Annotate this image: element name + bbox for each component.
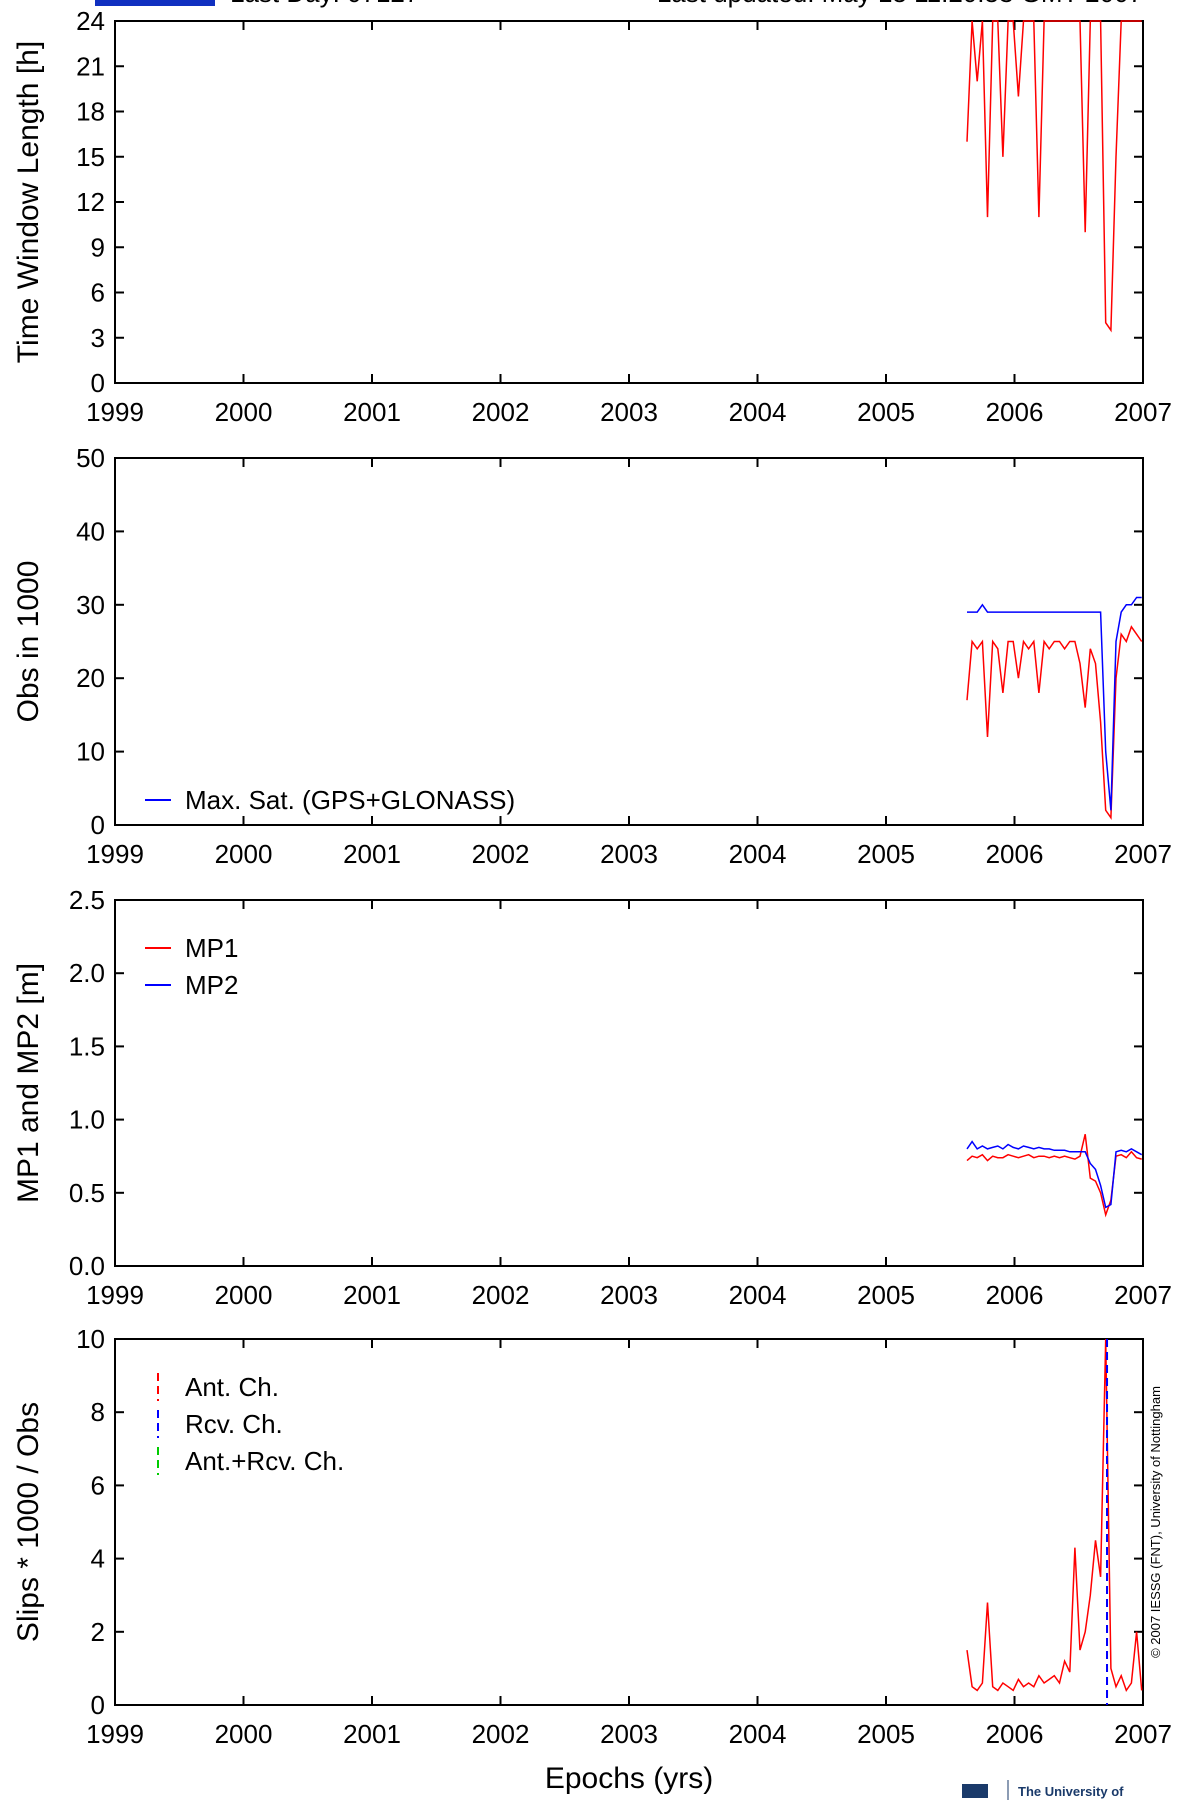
y-tick-label: 2.5 — [69, 885, 105, 915]
y-axis-label: Slips * 1000 / Obs — [12, 1402, 45, 1642]
x-tick-label: 2007 — [1114, 1719, 1172, 1749]
logo-box — [95, 0, 215, 6]
x-tick-label: 2000 — [215, 839, 273, 869]
series-line — [966, 20, 1142, 333]
x-tick-label: 2003 — [600, 397, 658, 427]
copyright: © 2007 IESSG (FNT), University of Nottin… — [1148, 1386, 1163, 1658]
y-tick-label: 40 — [76, 516, 105, 546]
y-tick-label: 20 — [76, 663, 105, 693]
x-tick-label: 2001 — [343, 397, 401, 427]
y-tick-label: 12 — [76, 187, 105, 217]
x-tick-label: 2000 — [215, 1280, 273, 1310]
y-tick-label: 15 — [76, 142, 105, 172]
y-tick-label: 2 — [91, 1617, 105, 1647]
x-tick-label: 2001 — [343, 1719, 401, 1749]
plot-frame — [114, 899, 1144, 1267]
series-line — [966, 1338, 1143, 1693]
x-tick-label: 1999 — [86, 1719, 144, 1749]
x-tick-label: 2001 — [343, 839, 401, 869]
y-tick-label: 10 — [76, 1324, 105, 1354]
x-tick-label: 2007 — [1114, 839, 1172, 869]
x-tick-label: 2000 — [215, 1719, 273, 1749]
y-tick-label: 6 — [91, 278, 105, 308]
x-tick-label: 2003 — [600, 1280, 658, 1310]
x-tick-label: 2006 — [986, 397, 1044, 427]
x-tick-label: 2007 — [1114, 1280, 1172, 1310]
series-line — [966, 1140, 1143, 1209]
y-tick-label: 0.0 — [69, 1251, 105, 1281]
last-day: Last Day: 07127 — [230, 0, 419, 8]
x-tick-label: 2004 — [729, 1719, 787, 1749]
y-tick-label: 3 — [91, 323, 105, 353]
x-tick-label: 2004 — [729, 839, 787, 869]
y-tick-label: 10 — [76, 737, 105, 767]
y-tick-label: 2.0 — [69, 958, 105, 988]
y-tick-label: 8 — [91, 1397, 105, 1427]
x-tick-label: 2004 — [729, 1280, 787, 1310]
x-tick-label: 2007 — [1114, 397, 1172, 427]
y-axis-label: Obs in 1000 — [12, 561, 45, 723]
y-tick-label: 9 — [91, 232, 105, 262]
x-tick-label: 1999 — [86, 397, 144, 427]
x-axis-label: Epochs (yrs) — [545, 1762, 713, 1795]
y-tick-label: 50 — [76, 443, 105, 473]
y-tick-label: 24 — [76, 6, 105, 36]
x-tick-label: 1999 — [86, 839, 144, 869]
legend-label: MP2 — [185, 970, 238, 1000]
y-tick-label: 30 — [76, 590, 105, 620]
x-tick-label: 2005 — [857, 1280, 915, 1310]
x-tick-label: 2002 — [472, 839, 530, 869]
y-axis-label: Time Window Length [h] — [12, 41, 45, 363]
x-tick-label: 2002 — [472, 1719, 530, 1749]
x-tick-label: 2001 — [343, 1280, 401, 1310]
x-tick-label: 2004 — [729, 397, 787, 427]
legend-label: Ant.+Rcv. Ch. — [185, 1446, 344, 1476]
university-name: The University of — [1018, 1784, 1124, 1799]
y-tick-label: 21 — [76, 51, 105, 81]
y-tick-label: 0.5 — [69, 1178, 105, 1208]
university-logo — [962, 1784, 988, 1798]
y-axis-label: MP1 and MP2 [m] — [12, 963, 45, 1203]
series-line — [966, 1134, 1142, 1218]
x-tick-label: 2003 — [600, 1719, 658, 1749]
legend-label: MP1 — [185, 933, 238, 963]
plot-frame — [114, 457, 1144, 826]
plot-frame — [114, 20, 1144, 384]
y-tick-label: 4 — [91, 1544, 105, 1574]
x-tick-label: 2000 — [215, 397, 273, 427]
x-tick-label: 2005 — [857, 397, 915, 427]
last-updated: Last updated: May 15 11:20:53 GMT 2007 — [657, 0, 1143, 8]
x-tick-label: 2003 — [600, 839, 658, 869]
x-tick-label: 2006 — [986, 1719, 1044, 1749]
x-tick-label: 2006 — [986, 839, 1044, 869]
y-tick-label: 0 — [91, 810, 105, 840]
y-tick-label: 0 — [91, 368, 105, 398]
x-tick-label: 1999 — [86, 1280, 144, 1310]
x-tick-label: 2002 — [472, 397, 530, 427]
y-tick-label: 0 — [91, 1690, 105, 1720]
y-tick-label: 18 — [76, 97, 105, 127]
legend-label: Ant. Ch. — [185, 1372, 279, 1402]
y-tick-label: 1.0 — [69, 1105, 105, 1135]
x-tick-label: 2006 — [986, 1280, 1044, 1310]
y-tick-label: 1.5 — [69, 1031, 105, 1061]
x-tick-label: 2005 — [857, 1719, 915, 1749]
y-tick-label: 6 — [91, 1470, 105, 1500]
legend-label: Rcv. Ch. — [185, 1409, 283, 1439]
x-tick-label: 2002 — [472, 1280, 530, 1310]
x-tick-label: 2005 — [857, 839, 915, 869]
legend-label: Max. Sat. (GPS+GLONASS) — [185, 785, 515, 815]
series-line — [967, 596, 1142, 811]
